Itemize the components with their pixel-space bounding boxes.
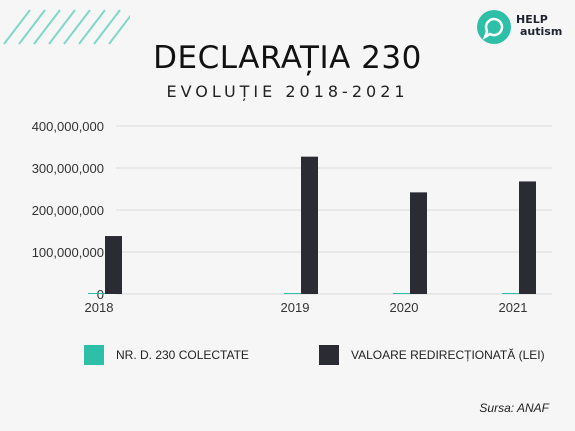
y-tick-label: 300,000,000: [32, 161, 104, 176]
bar-collected: [502, 293, 519, 294]
stripe: [18, 9, 46, 45]
legend-swatch-redirected: [319, 345, 339, 365]
bar-redirected: [105, 236, 122, 294]
logo-line-2: autism: [520, 25, 563, 38]
help-autism-logo-icon: [477, 10, 511, 44]
stripe: [93, 9, 121, 45]
bar-collected: [88, 293, 105, 294]
x-tick-label: 2021: [499, 300, 528, 315]
bar-collected: [393, 293, 410, 294]
stripe: [3, 9, 31, 45]
legend-label-redirected: VALOARE REDIRECȚIONATĂ (LEI): [351, 348, 545, 362]
legend-item-redirected: VALOARE REDIRECȚIONATĂ (LEI): [319, 344, 545, 366]
stripe: [78, 9, 106, 45]
legend-swatch-collected: [84, 345, 104, 365]
logo-line-1: HELP: [516, 13, 548, 26]
chart-subtitle: EVOLUȚIE 2018-2021: [166, 82, 409, 101]
y-tick-label: 0: [97, 287, 104, 302]
bar-redirected: [519, 181, 536, 294]
stripe: [63, 9, 91, 45]
y-tick-label: 400,000,000: [32, 119, 104, 134]
x-tick-label: 2019: [281, 300, 310, 315]
bar-collected: [284, 293, 301, 294]
x-tick-label: 2020: [390, 300, 419, 315]
bar-redirected: [410, 192, 427, 294]
y-tick-label: 200,000,000: [32, 203, 104, 218]
chart-title: DECLARAȚIA 230: [153, 40, 422, 76]
bar-chart: 0 100,000,000 200,000,000 300,000,000 400,00…: [32, 119, 552, 315]
stripe: [48, 9, 76, 45]
decorative-stripes: [3, 9, 130, 45]
source-note: Sursa: ANAF: [479, 401, 549, 415]
legend-item-collected: NR. D. 230 COLECTATE: [84, 344, 249, 366]
y-tick-label: 100,000,000: [32, 245, 104, 260]
stripe: [108, 14, 130, 45]
stripe: [33, 9, 61, 45]
x-tick-label: 2018: [85, 300, 114, 315]
bar-redirected: [301, 156, 318, 294]
legend-label-collected: NR. D. 230 COLECTATE: [116, 348, 249, 362]
logo-text: HELP autism: [516, 14, 562, 38]
